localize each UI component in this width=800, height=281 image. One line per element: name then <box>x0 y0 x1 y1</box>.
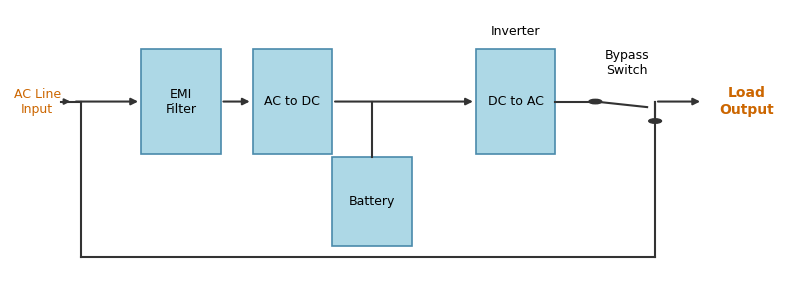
Text: Battery: Battery <box>349 195 395 208</box>
Text: Bypass
Switch: Bypass Switch <box>605 49 650 77</box>
Circle shape <box>589 99 602 104</box>
Text: Inverter: Inverter <box>491 26 540 38</box>
FancyBboxPatch shape <box>141 49 221 155</box>
Circle shape <box>649 119 662 123</box>
FancyBboxPatch shape <box>476 49 555 155</box>
Text: AC Line
Input: AC Line Input <box>14 88 61 115</box>
Text: AC to DC: AC to DC <box>265 95 320 108</box>
Text: Load
Output: Load Output <box>719 87 774 117</box>
FancyBboxPatch shape <box>253 49 332 155</box>
FancyBboxPatch shape <box>332 157 412 246</box>
Text: EMI
Filter: EMI Filter <box>166 88 196 115</box>
Text: DC to AC: DC to AC <box>488 95 543 108</box>
